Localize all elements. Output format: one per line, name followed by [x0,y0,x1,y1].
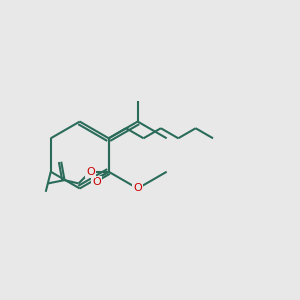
Text: O: O [86,167,95,177]
Text: O: O [92,177,101,187]
Text: O: O [133,184,142,194]
